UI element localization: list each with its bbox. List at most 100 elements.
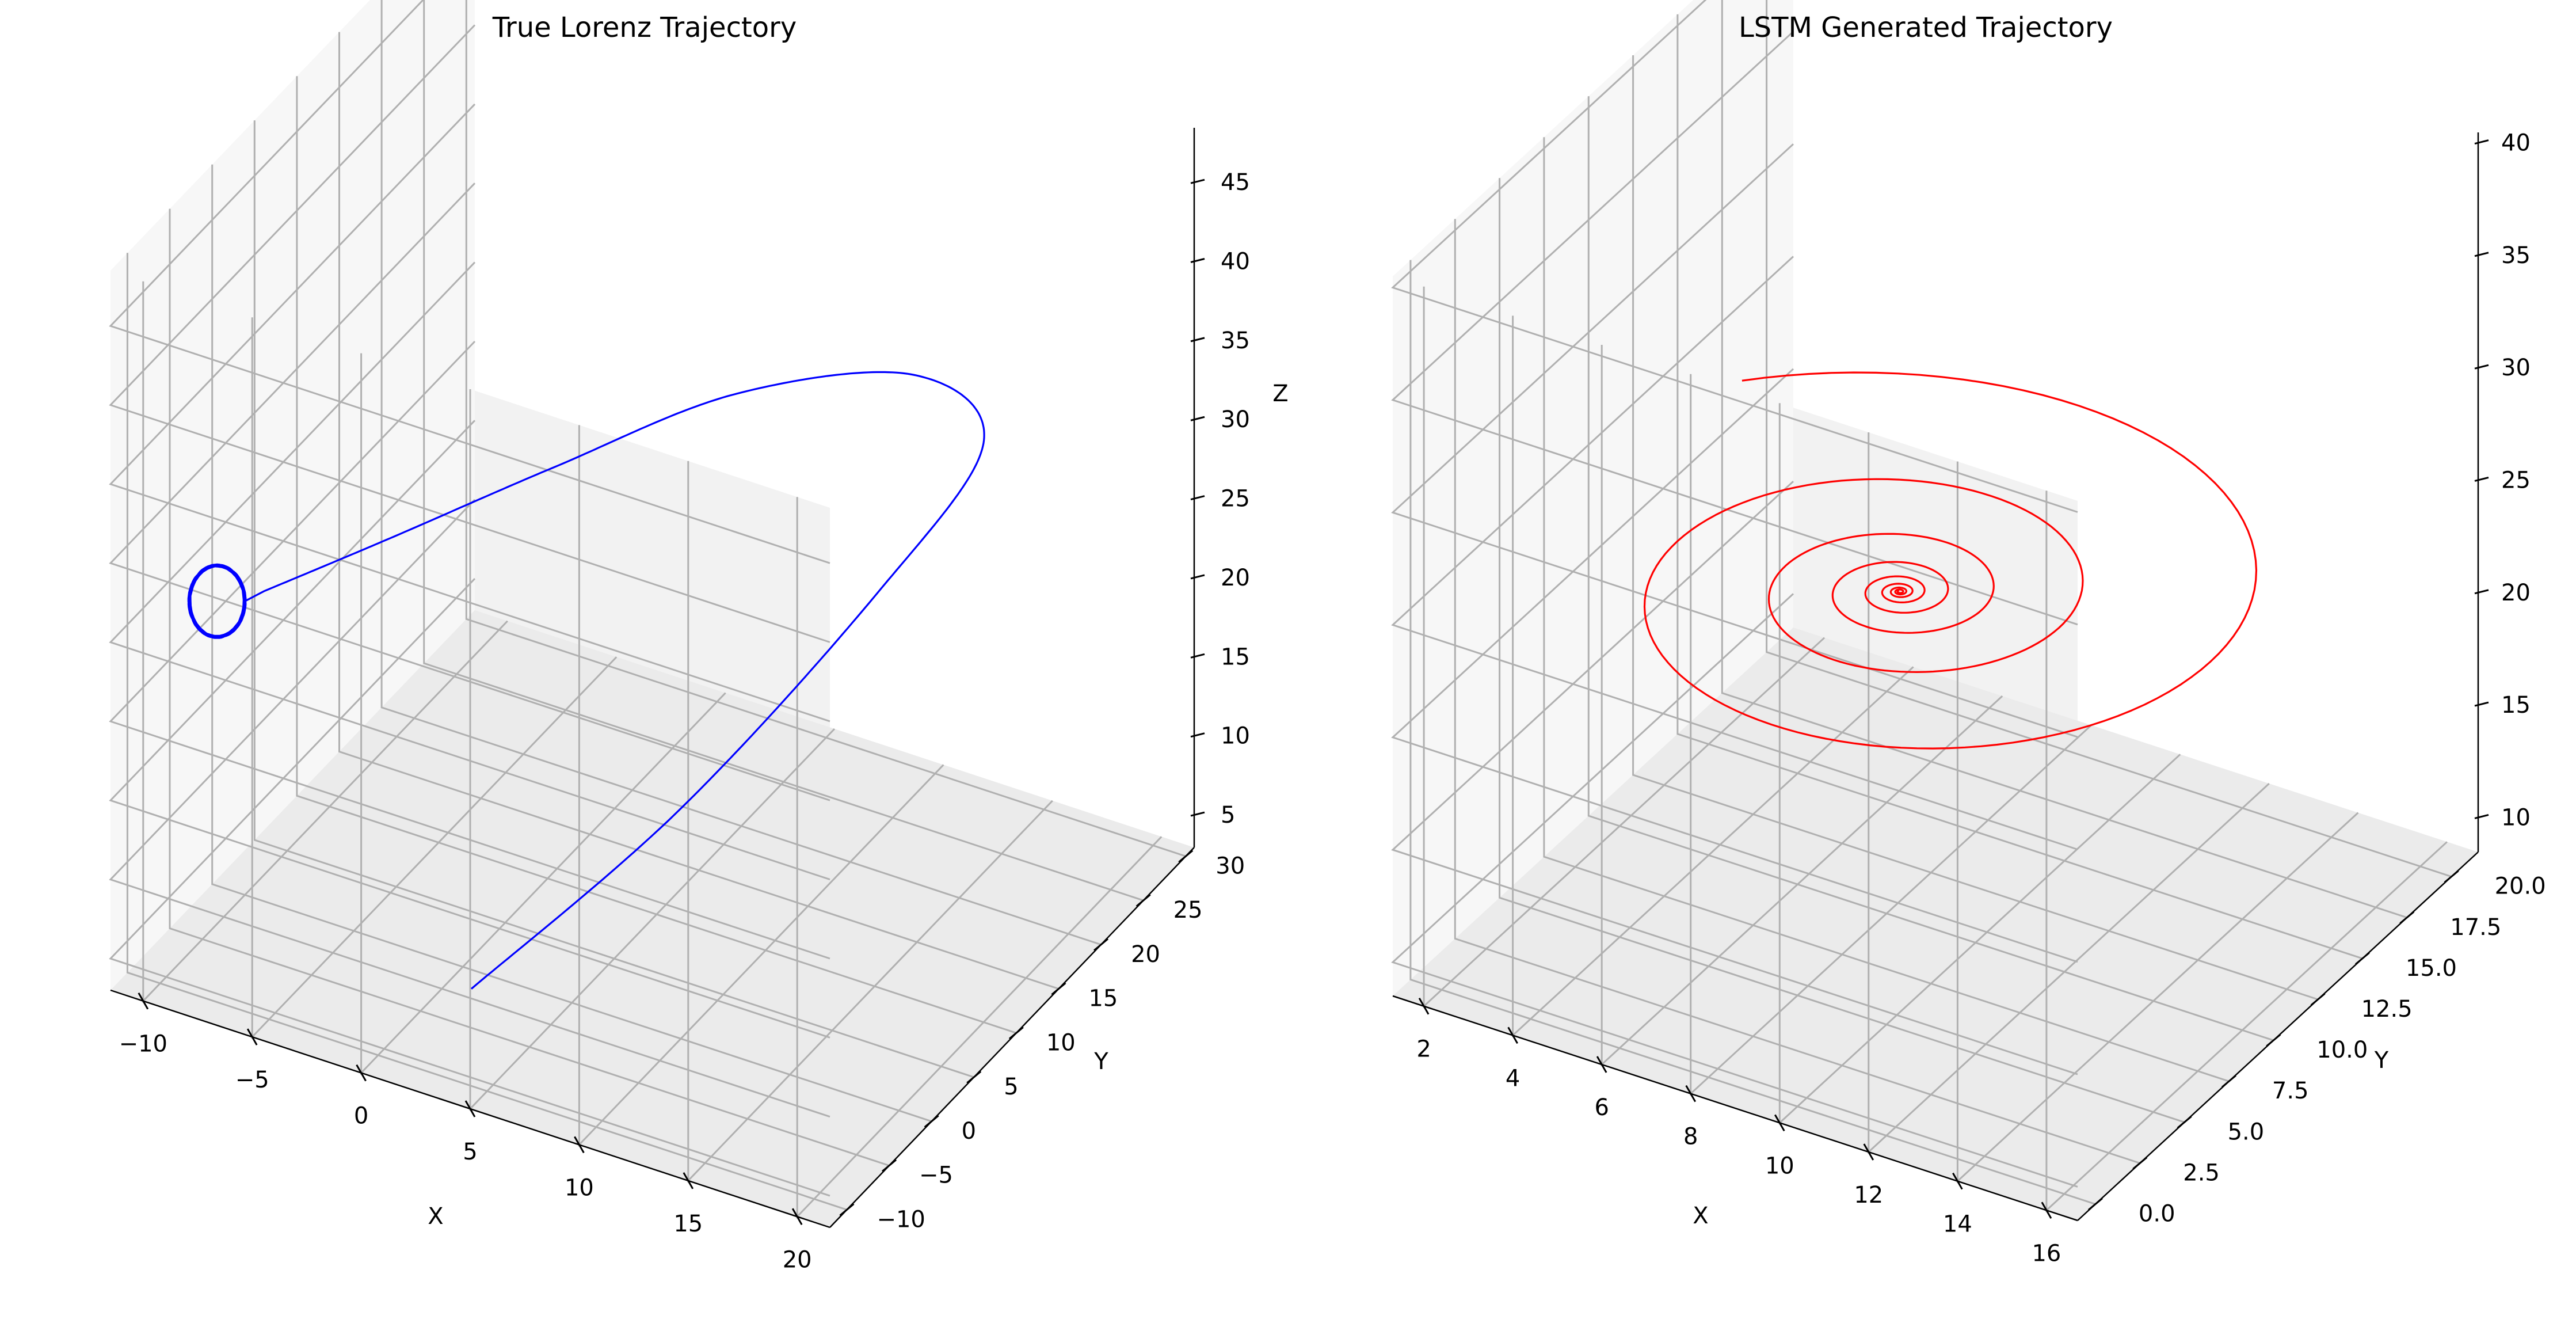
x-tick-mark xyxy=(1952,1172,1963,1190)
x-tick-label: 20 xyxy=(783,1246,812,1273)
y-tick-label: 12.5 xyxy=(2361,996,2413,1022)
x-tick-label: −5 xyxy=(235,1067,269,1093)
z-gridline xyxy=(109,340,830,960)
y-tick-mark xyxy=(2354,952,2370,965)
z-tick-mark xyxy=(2474,477,2489,482)
y-tick-mark xyxy=(2266,1033,2281,1047)
z-gridline xyxy=(1391,480,2078,1075)
y-gridline xyxy=(253,120,974,1078)
trajectory-line xyxy=(1643,371,2258,750)
x-tick-mark xyxy=(574,1136,585,1154)
z-gridline xyxy=(109,182,830,801)
z-tick-label: 25 xyxy=(1221,486,1250,512)
x-tick-mark xyxy=(356,1064,367,1082)
y-tick-mark xyxy=(2310,993,2326,1006)
z-tick-mark xyxy=(1190,811,1205,817)
y-gridline xyxy=(1587,96,2274,1041)
x-tick-mark xyxy=(1774,1114,1785,1132)
y-tick-label: 20.0 xyxy=(2495,873,2546,900)
x-tick-label: 15 xyxy=(673,1211,703,1237)
y-gridline xyxy=(1543,137,2230,1082)
z-tick-mark xyxy=(2474,252,2489,257)
y-tick-label: 2.5 xyxy=(2183,1159,2220,1186)
x-tick-label: 6 xyxy=(1594,1094,1609,1121)
y-gridline xyxy=(169,208,890,1167)
x-tick-label: 10 xyxy=(1765,1153,1794,1179)
x-tick-label: 4 xyxy=(1506,1065,1520,1092)
y-tick-label: 10.0 xyxy=(2316,1037,2368,1063)
z-tick-mark xyxy=(1190,574,1205,580)
y-gridline xyxy=(465,0,1186,857)
x-tick-label: 10 xyxy=(565,1174,594,1201)
y-tick-label: 25 xyxy=(1173,897,1203,923)
z-gridline xyxy=(109,24,830,643)
y-tick-label: 0 xyxy=(962,1118,976,1145)
chart-title: LSTM Generated Trajectory xyxy=(1739,12,2113,44)
x-tick-label: 8 xyxy=(1683,1124,1698,1150)
z-tick-mark xyxy=(2474,139,2489,145)
z-tick-mark xyxy=(2474,589,2489,595)
y-gridline xyxy=(338,32,1059,990)
z-gridline xyxy=(1391,593,2078,1188)
x-tick-mark xyxy=(1418,997,1430,1015)
z-tick-label: 35 xyxy=(2501,242,2531,269)
y-axis-label: Y xyxy=(2374,1047,2389,1074)
y-tick-mark xyxy=(966,1070,982,1084)
z-gridline xyxy=(1391,31,2078,626)
x-tick-mark xyxy=(1596,1056,1607,1073)
y-tick-label: 17.5 xyxy=(2450,914,2501,941)
y-tick-label: 30 xyxy=(1215,853,1245,879)
y-gridline xyxy=(126,253,847,1211)
y-gridline xyxy=(1766,0,2452,878)
y-tick-mark xyxy=(924,1115,939,1128)
y-gridline xyxy=(380,0,1102,946)
y-tick-mark xyxy=(1051,982,1066,995)
y-gridline xyxy=(1454,219,2140,1164)
y-tick-mark xyxy=(1135,893,1151,907)
z-gridline xyxy=(1391,256,2078,850)
z-tick-mark xyxy=(1190,416,1205,421)
y-gridline xyxy=(1632,55,2319,1001)
z-axis-label: Z xyxy=(1272,381,1288,407)
y-tick-label: 20 xyxy=(1131,941,1160,968)
z-tick-mark xyxy=(1190,178,1205,184)
z-tick-label: 5 xyxy=(1221,802,1235,828)
y-tick-label: 7.5 xyxy=(2272,1078,2309,1104)
z-tick-label: 15 xyxy=(1221,644,1250,670)
y-tick-mark xyxy=(2087,1197,2103,1211)
y-gridline xyxy=(423,0,1144,902)
y-tick-label: 10 xyxy=(1046,1029,1076,1056)
y-tick-mark xyxy=(1093,938,1109,951)
z-tick-label: 30 xyxy=(1221,406,1250,433)
x-axis-label: X xyxy=(428,1203,443,1230)
y-tick-label: 5.0 xyxy=(2228,1119,2265,1145)
x-tick-label: 14 xyxy=(1943,1211,1972,1238)
y-tick-label: 5 xyxy=(1004,1074,1018,1100)
lstm-generated-subplot: 2 4 6 8 10 12 14 16 0.0 2.5 5.0 7.5 10.0 12.5 15.0 17.5… xyxy=(1391,0,2546,1267)
y-tick-mark xyxy=(839,1203,855,1216)
y-tick-mark xyxy=(2399,911,2415,924)
z-tick-label: 10 xyxy=(2501,804,2531,831)
yz-pane xyxy=(110,0,475,990)
x-tick-mark xyxy=(246,1028,258,1045)
z-tick-label: 40 xyxy=(2501,130,2531,157)
z-gridline xyxy=(1391,143,2078,738)
x-tick-mark xyxy=(2041,1201,2052,1219)
z-gridline xyxy=(1391,368,2078,963)
y-tick-label: 15 xyxy=(1088,986,1118,1012)
z-tick-label: 20 xyxy=(1221,565,1250,591)
x-tick-label: 16 xyxy=(2032,1240,2061,1267)
y-tick-label: 15.0 xyxy=(2406,955,2457,982)
z-gridline xyxy=(1391,0,2078,513)
x-tick-mark xyxy=(1685,1085,1697,1102)
z-tick-mark xyxy=(2474,701,2489,707)
x-tick-mark xyxy=(464,1100,476,1117)
z-tick-mark xyxy=(1190,653,1205,659)
y-tick-mark xyxy=(2132,1157,2148,1170)
x-tick-mark xyxy=(791,1208,803,1226)
y-tick-mark xyxy=(2221,1075,2236,1088)
x-tick-mark xyxy=(1507,1026,1518,1044)
x-tick-mark xyxy=(1863,1143,1874,1161)
z-tick-mark xyxy=(1190,732,1205,738)
